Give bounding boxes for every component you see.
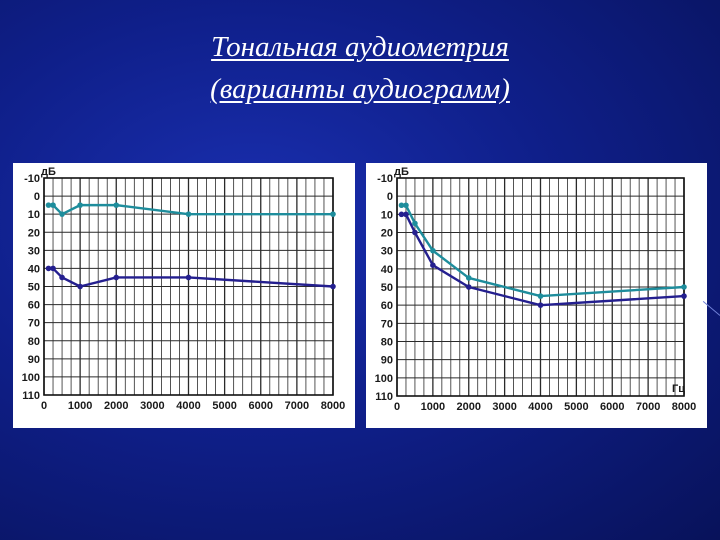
data-point — [681, 293, 687, 299]
x-tick-label: 6000 — [249, 400, 273, 412]
data-point — [465, 284, 472, 290]
y-tick-label: -10 — [24, 173, 40, 185]
data-point — [77, 283, 83, 290]
data-point — [45, 202, 52, 208]
x-tick-label: 8000 — [321, 400, 345, 412]
y-tick-label: 30 — [381, 246, 393, 258]
data-point — [185, 211, 192, 217]
y-tick-label: 50 — [381, 282, 393, 294]
y-tick-label: 10 — [28, 209, 40, 221]
data-point — [59, 274, 65, 281]
y-axis-label: дБ — [41, 166, 56, 178]
y-tick-label: 40 — [28, 263, 40, 275]
y-tick-label: 100 — [22, 372, 40, 384]
grid — [396, 177, 685, 397]
grid — [43, 177, 334, 396]
x-tick-label: 5000 — [212, 400, 236, 412]
x-tick-label: 3000 — [492, 401, 516, 413]
series-1 — [45, 202, 336, 217]
data-point — [50, 265, 56, 272]
x-tick-label: 8000 — [672, 401, 696, 413]
y-tick-label: 70 — [28, 318, 40, 330]
data-point — [403, 211, 409, 218]
data-point — [537, 302, 544, 308]
x-tick-label: 0 — [41, 400, 47, 412]
y-tick-label: -10 — [377, 173, 393, 185]
series-2 — [398, 211, 687, 308]
data-point — [412, 220, 418, 227]
y-tick-label: 50 — [28, 282, 40, 294]
slide-title: Тональная аудиометрия (варианты аудиогра… — [0, 26, 720, 110]
y-tick-label: 40 — [381, 264, 393, 276]
data-point — [113, 274, 120, 281]
audiogram-chart-left: -10 0 10 20 30 40 50 60 70 80 90 100 110 0 1000 2000 300… — [13, 163, 355, 428]
y-tick-label: 20 — [381, 228, 393, 240]
title-line-1: Тональная аудиометрия — [211, 31, 509, 63]
data-point — [465, 275, 472, 281]
x-tick-label: 7000 — [636, 401, 660, 413]
data-point — [185, 274, 192, 281]
x-tick-label: 4000 — [528, 401, 552, 413]
data-point — [50, 202, 56, 208]
y-tick-label: 20 — [28, 227, 40, 239]
data-point — [330, 211, 336, 217]
data-point — [330, 283, 336, 290]
y-tick-label: 80 — [381, 337, 393, 349]
x-tick-label: 5000 — [564, 401, 588, 413]
x-tick-label: 7000 — [285, 400, 309, 412]
y-tick-label: 70 — [381, 318, 393, 330]
data-point — [681, 284, 687, 290]
x-tick-label: 1000 — [68, 400, 92, 412]
data-point — [45, 265, 52, 272]
y-tick-label: 110 — [22, 390, 40, 402]
y-axis-label: дБ — [394, 166, 409, 178]
x-tick-label: 6000 — [600, 401, 624, 413]
y-tick-label: 0 — [387, 191, 393, 203]
x-tick-label: 4000 — [176, 400, 200, 412]
y-tick-label: 0 — [34, 191, 40, 203]
data-point — [537, 293, 544, 299]
data-point — [403, 202, 409, 209]
x-axis-label: Гц — [672, 383, 685, 395]
y-tick-label: 60 — [381, 300, 393, 312]
series-2 — [45, 265, 336, 290]
series-1 — [398, 202, 687, 299]
data-point — [77, 202, 83, 208]
y-tick-label: 90 — [381, 355, 393, 367]
data-point — [412, 229, 418, 236]
y-tick-label: 90 — [28, 354, 40, 366]
y-tick-label: 80 — [28, 336, 40, 348]
y-tick-label: 110 — [375, 391, 393, 403]
data-point — [113, 202, 120, 208]
title-line-2: (варианты аудиограмм) — [210, 73, 510, 105]
data-point — [430, 262, 436, 268]
data-point — [59, 211, 65, 217]
y-tick-label: 100 — [375, 373, 393, 385]
x-tick-label: 0 — [394, 401, 400, 413]
x-tick-label: 2000 — [104, 400, 128, 412]
data-point — [398, 211, 405, 218]
x-tick-label: 2000 — [457, 401, 481, 413]
y-tick-label: 30 — [28, 245, 40, 257]
data-point — [398, 202, 405, 209]
audiogram-chart-right: -10 0 10 20 30 40 50 60 70 80 90 100 110 0 1000 2000 300… — [366, 163, 707, 428]
y-tick-label: 60 — [28, 300, 40, 312]
data-point — [430, 247, 436, 254]
x-tick-label: 3000 — [140, 400, 164, 412]
x-tick-label: 1000 — [421, 401, 445, 413]
y-tick-label: 10 — [381, 209, 393, 221]
